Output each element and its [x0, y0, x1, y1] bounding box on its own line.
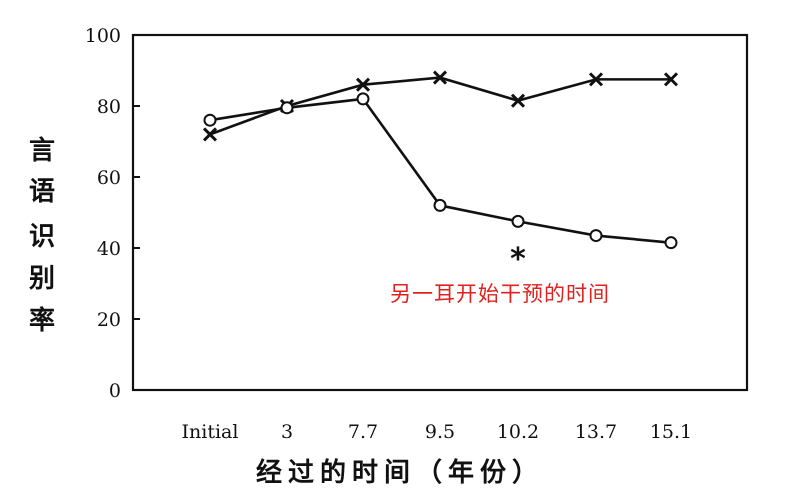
- y-axis-label-char: 言: [28, 136, 55, 166]
- series-line-circle: [209, 97, 672, 244]
- data-point-circle: [433, 198, 447, 212]
- data-point-circle: [511, 214, 525, 228]
- y-tick-label: 40: [97, 238, 121, 260]
- plot-border: [131, 33, 749, 392]
- data-point-circle: [280, 101, 294, 115]
- series-circle: [203, 92, 678, 250]
- data-point-circle: [664, 236, 678, 250]
- y-tick-label: 60: [97, 167, 121, 189]
- plot-frame: [131, 33, 749, 392]
- annotation-asterisk: *: [510, 242, 526, 277]
- x-tick-label: 7.7: [348, 421, 378, 443]
- y-axis-label-char: 率: [28, 306, 55, 336]
- x-tick-label: 10.2: [497, 421, 539, 443]
- x-tick-label: Initial: [182, 421, 239, 443]
- y-axis-label-char: 识: [28, 222, 55, 252]
- x-tick-label: 3: [281, 421, 293, 443]
- x-tick-label: 13.7: [575, 421, 617, 443]
- x-axis-ticks: Initial 3 7.7 9.5 10.2 13.7 15.1: [182, 421, 693, 443]
- series-x: [202, 70, 679, 142]
- data-point-x: [663, 72, 679, 87]
- series-line-x: [209, 76, 671, 136]
- y-tick-label: 20: [97, 309, 121, 331]
- annotation-layer: *: [510, 242, 526, 277]
- data-point-circle: [203, 113, 217, 127]
- series-layer: [202, 70, 679, 250]
- y-tick-label: 0: [109, 380, 121, 402]
- y-tick-label: 100: [85, 25, 121, 47]
- data-point-x: [202, 127, 218, 142]
- y-axis-ticks: 0 20 40 60 80 100: [85, 25, 140, 402]
- y-axis-label-char: 别: [28, 264, 55, 294]
- x-tick-label: 15.1: [650, 421, 692, 443]
- annotation-intervention-text: 另一耳开始干预的时间: [390, 282, 610, 306]
- y-tick-label: 80: [97, 96, 121, 118]
- data-point-circle: [356, 92, 370, 106]
- data-point-circle: [589, 229, 603, 243]
- data-point-x: [355, 77, 371, 92]
- y-axis-label-char: 语: [28, 177, 55, 207]
- data-point-x: [510, 93, 526, 108]
- data-point-x: [588, 72, 604, 87]
- x-tick-label: 9.5: [425, 421, 455, 443]
- data-point-x: [432, 70, 448, 85]
- x-axis-label: 经过的时间（年份）: [255, 458, 544, 488]
